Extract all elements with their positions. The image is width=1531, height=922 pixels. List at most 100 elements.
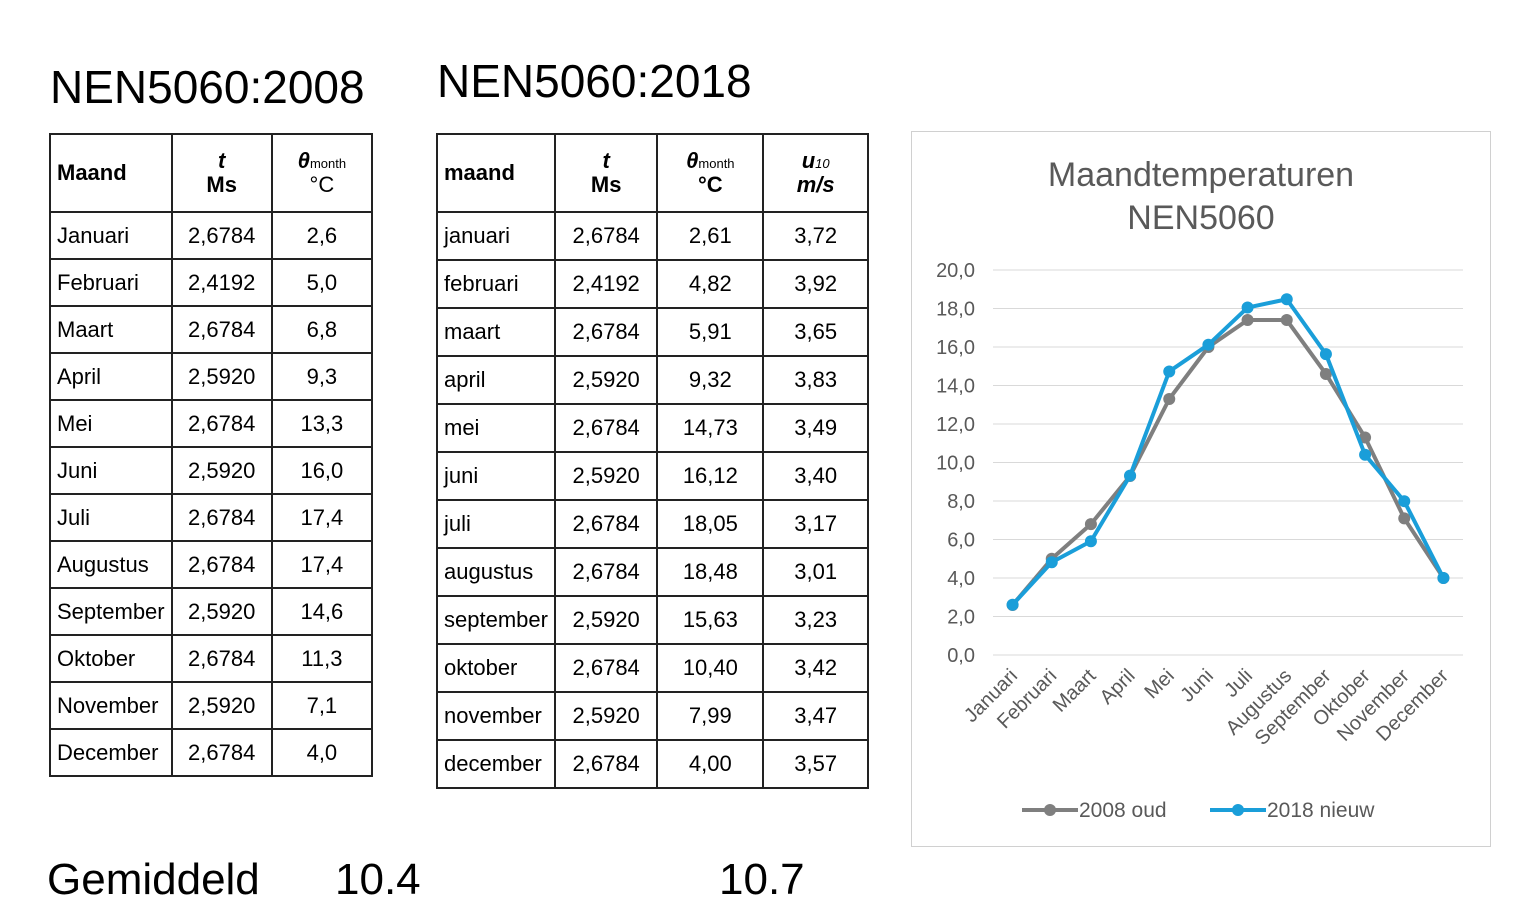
month-cell: November: [49, 681, 173, 730]
value-cell: 2,5920: [170, 681, 273, 730]
y-tick-label: 14,0: [936, 376, 975, 398]
theta-unit: °C: [309, 172, 335, 197]
table-row: februari 2,4192 4,82 3,92: [436, 259, 869, 309]
value-cell: 7,99: [656, 691, 765, 741]
table-row: juli 2,6784 18,05 3,17: [436, 499, 869, 549]
value-cell: 3,72: [762, 211, 869, 261]
value-cell: 3,65: [762, 307, 869, 357]
table-row: September 2,5920 14,6: [49, 587, 374, 636]
value-cell: 9,3: [270, 352, 374, 401]
value-cell: 3,49: [762, 403, 869, 453]
theta-subscript: month: [309, 155, 347, 171]
month-cell: december: [436, 739, 556, 789]
value-cell: 3,57: [762, 739, 869, 789]
value-cell: 5,91: [656, 307, 765, 357]
table-row: november 2,5920 7,99 3,47: [436, 691, 869, 741]
table-row: oktober 2,6784 10,40 3,42: [436, 643, 869, 693]
data-point: [1359, 448, 1372, 461]
value-cell: 16,0: [270, 446, 374, 495]
t-symbol: t: [602, 147, 610, 173]
table-row: september 2,5920 15,63 3,23: [436, 595, 869, 645]
value-cell: 3,92: [762, 259, 869, 309]
month-cell: December: [49, 728, 173, 777]
month-cell: September: [49, 587, 173, 636]
table-row: maart 2,6784 5,91 3,65: [436, 307, 869, 357]
value-cell: 2,4192: [170, 258, 273, 307]
chart-title: Maandtemperaturen: [1048, 156, 1354, 194]
col-header-u: u10 m/s: [762, 133, 869, 213]
month-cell: februari: [436, 259, 556, 309]
month-cell: Augustus: [49, 540, 173, 589]
value-cell: 2,5920: [553, 691, 659, 741]
heading-2018: NEN5060:2018: [437, 55, 752, 107]
y-tick-label: 10,0: [936, 453, 975, 475]
t-unit: Ms: [206, 172, 237, 197]
month-cell: April: [49, 352, 173, 401]
table-row: Maart 2,6784 6,8: [49, 305, 374, 354]
month-cell: Oktober: [49, 634, 173, 683]
y-tick-label: 20,0: [936, 260, 975, 282]
value-cell: 2,5920: [553, 451, 659, 501]
t-symbol: t: [218, 147, 226, 173]
value-cell: 18,48: [656, 547, 765, 597]
value-cell: 2,6784: [553, 547, 659, 597]
value-cell: 2,5920: [170, 587, 273, 636]
legend-label: 2018 nieuw: [1267, 799, 1375, 822]
data-point: [1280, 293, 1293, 306]
u-subscript: 10: [815, 155, 830, 171]
series-line: [1011, 297, 1446, 607]
y-tick-label: 6,0: [947, 530, 975, 552]
data-point: [1280, 314, 1293, 327]
value-cell: 16,12: [656, 451, 765, 501]
month-cell: Februari: [49, 258, 173, 307]
value-cell: 2,4192: [553, 259, 659, 309]
series-line: [1011, 318, 1446, 607]
x-tick-label: April: [1096, 665, 1140, 709]
t-unit: Ms: [590, 172, 622, 197]
theta-subscript: month: [698, 155, 735, 171]
value-cell: 3,17: [762, 499, 869, 549]
value-cell: 2,5920: [553, 355, 659, 405]
legend-swatch-marker: [1232, 804, 1244, 816]
average-label: Gemiddeld: [47, 855, 260, 904]
col-header-t: t Ms: [170, 133, 273, 213]
table-row: November 2,5920 7,1: [49, 681, 374, 730]
value-cell: 2,6784: [170, 634, 273, 683]
value-cell: 14,73: [656, 403, 765, 453]
value-cell: 2,5920: [170, 446, 273, 495]
value-cell: 2,6784: [170, 728, 273, 777]
x-tick-label: Maart: [1049, 665, 1101, 717]
data-point: [1241, 301, 1254, 314]
col-header-theta: θmonth °C: [270, 133, 374, 213]
data-point: [1084, 518, 1097, 531]
data-point: [1437, 572, 1450, 584]
data-point: [1359, 431, 1372, 444]
value-cell: 10,40: [656, 643, 765, 693]
value-cell: 3,01: [762, 547, 869, 597]
month-cell: juni: [436, 451, 556, 501]
value-cell: 3,83: [762, 355, 869, 405]
data-point: [1241, 314, 1254, 327]
value-cell: 2,6784: [170, 305, 273, 354]
value-cell: 17,4: [270, 540, 374, 589]
value-cell: 3,47: [762, 691, 869, 741]
value-cell: 2,6784: [553, 403, 659, 453]
value-cell: 4,82: [656, 259, 765, 309]
u-symbol: u: [801, 147, 816, 173]
table-row: Februari 2,4192 5,0: [49, 258, 374, 307]
table-row: december 2,6784 4,00 3,57: [436, 739, 869, 789]
data-point: [1319, 348, 1332, 361]
month-cell: Mei: [49, 399, 173, 448]
value-cell: 17,4: [270, 493, 374, 542]
month-cell: Maart: [49, 305, 173, 354]
month-cell: Januari: [49, 211, 173, 260]
value-cell: 3,42: [762, 643, 869, 693]
table-row: Januari 2,6784 2,6: [49, 211, 374, 260]
y-tick-label: 0,0: [947, 645, 975, 667]
heading-2008: NEN5060:2008: [50, 61, 365, 113]
table-row: December 2,6784 4,0: [49, 728, 374, 777]
data-point: [1163, 392, 1176, 405]
month-cell: maart: [436, 307, 556, 357]
col-header-month: Maand: [49, 133, 173, 213]
data-point: [1398, 495, 1411, 508]
